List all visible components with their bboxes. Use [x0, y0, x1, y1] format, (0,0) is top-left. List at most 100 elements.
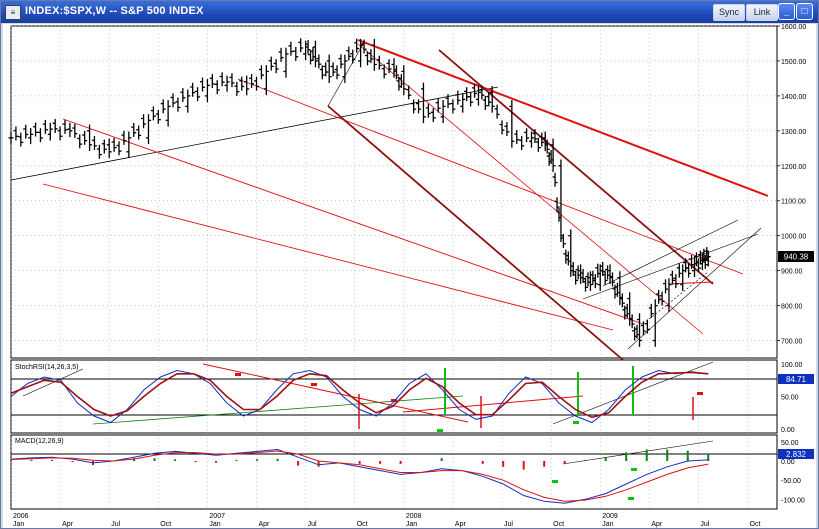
stochrsi-tick-label: 50.00: [781, 395, 799, 402]
price-bar: [592, 274, 598, 289]
price-bar: [346, 46, 352, 61]
price-bar: [87, 124, 93, 152]
price-bar: [648, 303, 654, 318]
price-bar: [629, 314, 635, 329]
price-bar: [33, 122, 39, 137]
grid-lines: [10, 25, 777, 509]
price-bar: [278, 47, 284, 62]
x-month-label: Apr: [62, 521, 74, 528]
price-axis-labels: 1600.00 1500.00 1400.00 1300.00 1200.00 1100.…: [777, 24, 806, 346]
price-bar: [420, 82, 426, 124]
sync-button[interactable]: Sync: [713, 4, 745, 21]
price-bar: [472, 83, 478, 98]
window-title: INDEX:$SPX,W -- S&P 500 INDEX: [25, 5, 204, 17]
price-bar: [528, 131, 534, 148]
last-price-label: 940.38: [784, 253, 809, 262]
price-bar: [450, 99, 456, 114]
trend-lines: [10, 39, 769, 361]
x-year-label: 2007: [209, 513, 225, 520]
y-tick-label: 800.00: [781, 304, 803, 311]
price-bar: [330, 62, 336, 77]
x-year-label: 2006: [13, 513, 29, 520]
price-bar: [669, 270, 675, 285]
price-bar: [219, 72, 225, 87]
price-bar: [475, 86, 481, 106]
price-bar: [393, 65, 399, 80]
price-bar: [101, 139, 107, 154]
price-bar: [411, 99, 417, 114]
stochrsi-axis-labels: 100.00 50.00 0.00: [781, 362, 803, 434]
price-bar: [305, 39, 311, 54]
macd-axis-labels: 50.00 0.00 -50.00 -100.00: [781, 440, 805, 505]
price-bar: [368, 49, 374, 64]
stochrsi-value: 84.71: [786, 375, 807, 384]
price-bar: [376, 55, 382, 70]
price-bar: [479, 85, 485, 100]
price-bar: [519, 136, 525, 151]
price-bar: [37, 128, 43, 143]
macd-series-line: [10, 448, 709, 504]
price-bar: [514, 129, 520, 144]
price-bar: [435, 98, 441, 113]
minimize-icon[interactable]: _: [778, 3, 795, 20]
maximize-icon[interactable]: □: [796, 3, 813, 20]
y-tick-label: 1200.00: [781, 164, 806, 171]
price-bar: [656, 289, 662, 304]
price-bar: [121, 130, 127, 145]
macd-panel: [10, 434, 778, 510]
price-bar: [224, 75, 230, 92]
price-bar: [209, 74, 215, 89]
title-bar[interactable]: ≡ INDEX:$SPX,W -- S&P 500 INDEX Sync Lin…: [1, 1, 818, 23]
price-bar: [663, 279, 669, 294]
price-bar: [249, 74, 255, 89]
chart-svg[interactable]: 1600.00 1500.00 1400.00 1300.00 1200.00 1100.…: [3, 24, 816, 528]
price-bar: [136, 125, 142, 140]
price-bar: [334, 65, 340, 80]
price-bar: [673, 274, 679, 289]
chart-app-icon[interactable]: ≡: [5, 5, 21, 20]
price-bar: [381, 64, 387, 79]
price-bar: [425, 103, 431, 118]
price-bar: [18, 132, 24, 147]
chart-area[interactable]: 1600.00 1500.00 1400.00 1300.00 1200.00 1100.…: [3, 24, 816, 528]
price-bar: [640, 321, 646, 336]
price-bar: [666, 278, 672, 312]
x-month-label: Jul: [700, 521, 709, 528]
price-bar: [23, 124, 29, 139]
price-bar: [689, 254, 695, 269]
x-month-label: Oct: [160, 521, 171, 528]
price-bar: [62, 119, 68, 134]
price-bar: [145, 114, 151, 145]
price-bar: [57, 126, 63, 141]
price-bar: [323, 62, 329, 77]
price-bar: [406, 85, 412, 100]
price-bar: [455, 90, 461, 105]
price-bar: [386, 59, 392, 74]
macd-value: 2.832: [786, 450, 807, 459]
macd-histogram: [10, 449, 710, 470]
price-bar: [509, 100, 515, 148]
price-bar: [170, 93, 176, 108]
price-bar: [150, 106, 156, 121]
price-bar: [316, 54, 322, 69]
price-bar: [165, 100, 171, 127]
price-bar: [67, 122, 73, 138]
price-bar: [298, 38, 304, 53]
price-bar: [141, 114, 147, 129]
price-bar: [364, 51, 370, 66]
x-month-label: Jan: [602, 521, 613, 528]
price-bar: [293, 46, 299, 61]
x-month-label: Oct: [750, 521, 761, 528]
price-bar: [573, 270, 579, 285]
stochrsi-lines: [10, 369, 709, 424]
price-bar: [610, 272, 616, 287]
x-month-label: Apr: [651, 521, 663, 528]
price-bar: [175, 97, 181, 112]
price-bar: [126, 131, 132, 159]
x-month-label: Jan: [406, 521, 417, 528]
price-bar: [652, 299, 658, 347]
price-bar: [239, 76, 245, 91]
x-month-label: Oct: [357, 521, 368, 528]
link-button[interactable]: Link: [746, 4, 778, 21]
